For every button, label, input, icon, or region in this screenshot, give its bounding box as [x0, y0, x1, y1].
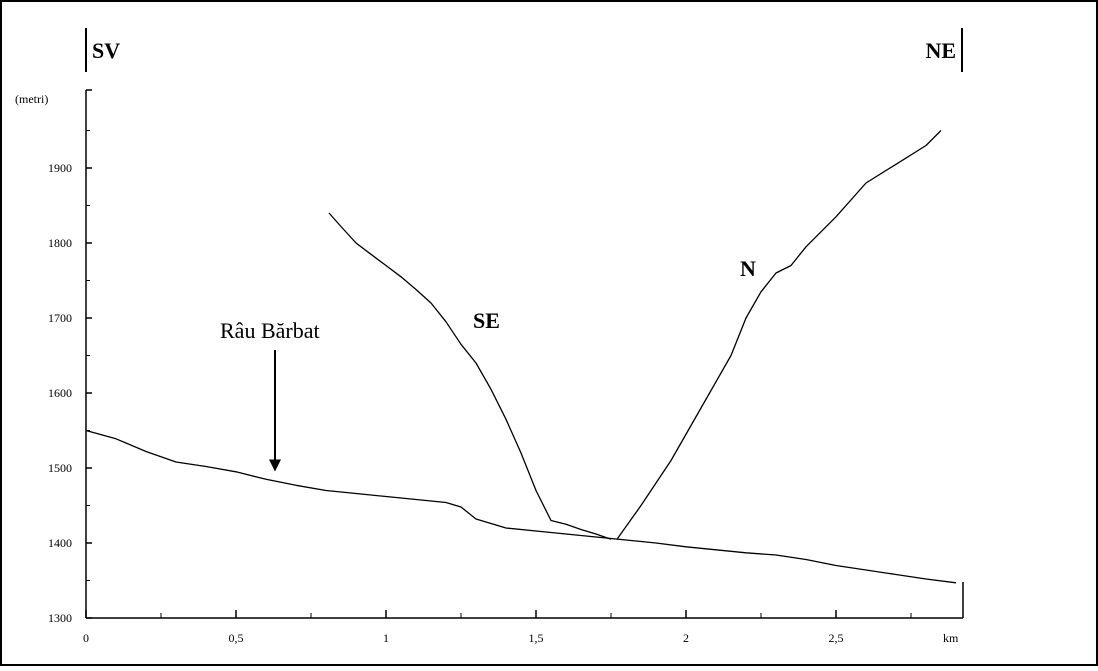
series-line-valley: [85, 429, 957, 584]
y-tick-label: 1900: [48, 161, 72, 175]
river-annotation-arrow: [269, 350, 281, 472]
y-tick-label: 1500: [48, 461, 72, 475]
direction-left-label: SV: [92, 38, 120, 63]
y-ticks: 1300 1400 1500 1600 1700 1800 1900: [48, 89, 92, 625]
y-tick-label: 1600: [48, 386, 72, 400]
x-tick-label: 2: [683, 631, 689, 645]
x-tick-label: 0: [83, 631, 89, 645]
x-ticks: 0 0,5 1 1,5 2 2,5: [83, 610, 912, 645]
x-tick-label: 1: [383, 631, 389, 645]
x-tick-label: 2,5: [829, 631, 844, 645]
x-tick-label: 1,5: [529, 631, 544, 645]
y-tick-label: 1800: [48, 236, 72, 250]
river-annotation-label: Râu Bărbat: [220, 318, 320, 343]
y-tick-label: 1300: [48, 611, 72, 625]
x-tick-label: 0,5: [229, 631, 244, 645]
y-axis-label: (metri): [15, 92, 48, 106]
y-tick-label: 1400: [48, 536, 72, 550]
y-tick-label: 1700: [48, 311, 72, 325]
arrow-head: [269, 459, 281, 472]
series-group: [85, 130, 957, 584]
series-label-n: N: [740, 256, 756, 281]
series-line-n-slope: [616, 130, 942, 540]
x-axis-label: km: [943, 631, 959, 645]
direction-right-label: NE: [925, 38, 956, 63]
series-label-se: SE: [473, 308, 500, 333]
series-line-se-slope: [328, 212, 612, 540]
